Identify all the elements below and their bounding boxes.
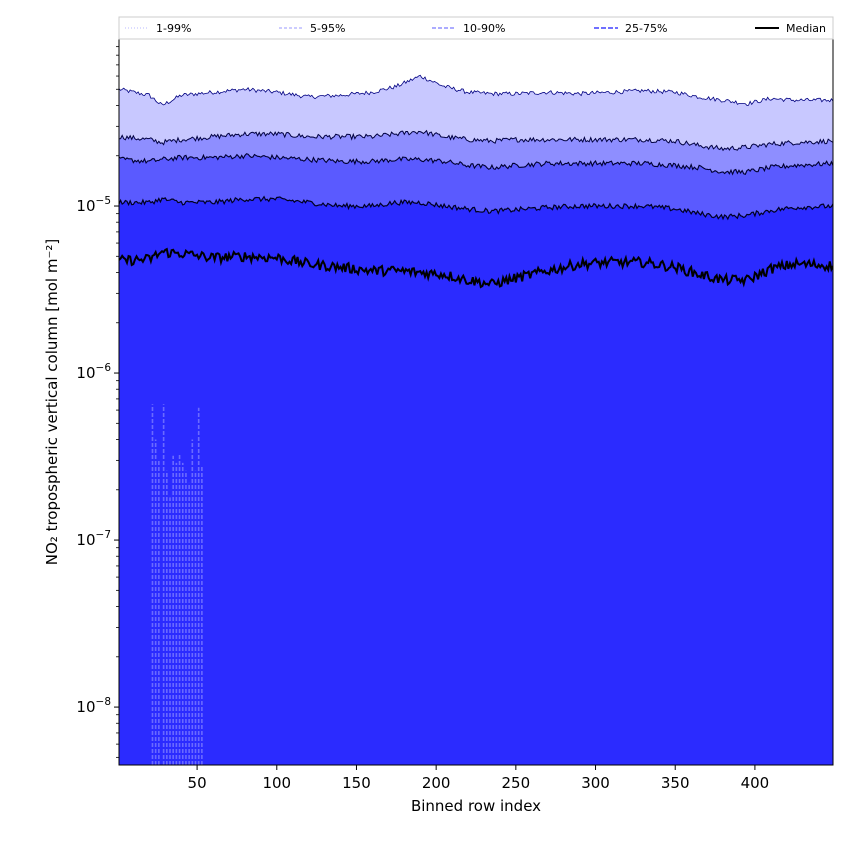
legend: 1-99% 5-95% 10-90% 25-75% Median — [118, 16, 834, 40]
legend-label: 25-75% — [625, 22, 667, 35]
x-tick-label: 100 — [262, 774, 291, 792]
line-95th-percentile — [119, 129, 833, 152]
y-tick-label: 10−8 — [76, 696, 111, 716]
line-75th-percentile — [119, 195, 833, 221]
x-tick-label: 350 — [661, 774, 690, 792]
x-axis-label: Binned row index — [411, 797, 541, 815]
y-tick-label: 10−7 — [76, 529, 111, 549]
line-99th-percentile — [119, 74, 833, 106]
x-tick-label: 50 — [188, 774, 207, 792]
legend-box — [118, 16, 834, 40]
legend-label: Median — [786, 22, 826, 35]
legend-label: 5-95% — [310, 22, 345, 35]
plot-content — [119, 74, 833, 765]
y-tick-label: 10−6 — [76, 362, 111, 382]
band-25-75 — [119, 196, 833, 765]
legend-label: 10-90% — [463, 22, 505, 35]
legend-label: 1-99% — [156, 22, 191, 35]
x-tick-label: 300 — [581, 774, 610, 792]
line-90th-percentile — [119, 153, 833, 176]
y-tick-label: 10−5 — [76, 195, 111, 215]
plot-area — [119, 74, 833, 765]
x-tick-label: 400 — [741, 774, 770, 792]
x-tick-label: 150 — [342, 774, 371, 792]
line-median — [119, 247, 833, 289]
x-tick-label: 200 — [422, 774, 451, 792]
y-axis-label: NO₂ tropospheric vertical column [mol m⁻… — [43, 239, 61, 565]
x-tick-label: 250 — [502, 774, 531, 792]
